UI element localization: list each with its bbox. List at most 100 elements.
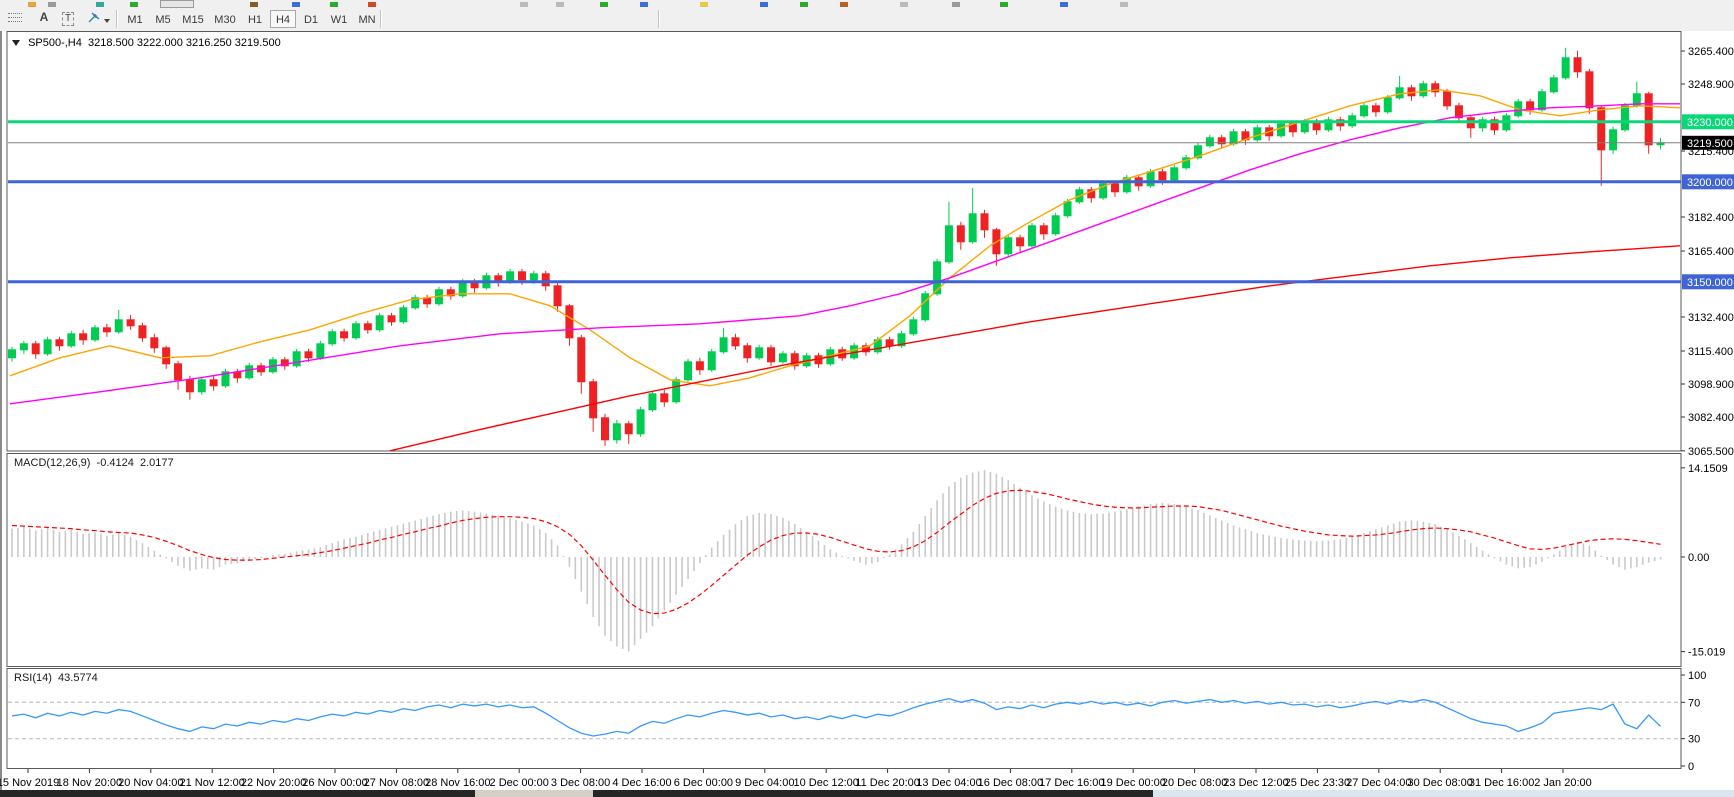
candle-body-down (1443, 91, 1452, 107)
candle-body-up (1194, 145, 1202, 159)
candle-body-down (280, 359, 289, 367)
ma-fast-orange-line (9, 89, 1681, 387)
toolbar-icon-fragment (900, 2, 908, 7)
candle-body-down (1644, 93, 1653, 146)
candle-body-up (351, 323, 360, 339)
price-axis-label: 3265.400 (1688, 46, 1734, 58)
collapse-caret-icon[interactable] (12, 40, 20, 46)
candle-body-down (1454, 105, 1463, 119)
tf-button-m1[interactable]: M1 (127, 14, 143, 26)
draw-objects-icon[interactable] (84, 10, 112, 28)
candle-body-up (1277, 123, 1286, 137)
tf-button-d1[interactable]: D1 (303, 14, 319, 26)
macd-name: MACD(12,26,9) (14, 457, 91, 469)
date-axis-label: 2 Dec 00:00 (490, 777, 549, 789)
candle-body-down (55, 339, 64, 347)
candle-body-down (790, 353, 799, 367)
level-price-box (1682, 274, 1734, 290)
candle-body-down (589, 381, 598, 419)
candle-body-down (517, 271, 526, 281)
candle-body-down (1158, 171, 1167, 181)
tf-button-m15[interactable]: M15 (182, 14, 204, 26)
macd-panel-border (6, 453, 1682, 667)
candle-body-up (411, 297, 420, 309)
candle-body-up (1229, 131, 1238, 145)
candle-body-down (541, 273, 550, 287)
candle-body-up (944, 225, 953, 263)
candle-body-up (1478, 119, 1487, 129)
pressed-button-fragment (160, 0, 194, 8)
tf-button-m5[interactable]: M5 (155, 14, 171, 26)
candle-body-down (31, 343, 40, 355)
candle-body-down (743, 345, 752, 359)
candle-body-up (114, 319, 123, 333)
candle-body-up (897, 333, 906, 347)
tf-button-m30[interactable]: M30 (214, 14, 236, 26)
ohlc-values: 3218.500 3222.000 3216.250 3219.500 (88, 37, 281, 49)
rsi-value: 43.5774 (58, 672, 98, 684)
bottom-strip-segment (593, 790, 1153, 797)
text-label-icon[interactable]: A (39, 10, 49, 24)
candle-body-down (660, 393, 669, 403)
candle-body-up (1620, 105, 1629, 131)
bottom-strip-segment (0, 790, 475, 797)
toolbar-icon-fragment (292, 2, 300, 7)
macd-axis-label: -15.019 (1688, 647, 1725, 659)
date-axis-label: 11 Dec 20:00 (855, 777, 920, 789)
candle-body-up (1146, 171, 1155, 187)
toolbar-icon-fragment (368, 2, 376, 7)
toolbar-icon-fragment (1000, 2, 1008, 7)
price-axis-label: 3165.400 (1688, 246, 1734, 258)
macd-value-signal: 2.0177 (139, 457, 174, 469)
toolbar-icon-fragment (48, 2, 56, 7)
candle-body-up (1549, 77, 1558, 93)
tf-button-w1[interactable]: W1 (330, 14, 348, 26)
date-axis-label: 18 Nov 20:00 (57, 777, 122, 789)
tf-button-h4[interactable]: H4 (270, 10, 296, 28)
candle-body-up (1051, 215, 1060, 235)
candle-body-up (43, 339, 52, 355)
rsi-name: RSI(14) (14, 672, 52, 684)
toolbar-icon-fragment (1120, 2, 1128, 7)
candle-body-down (363, 323, 372, 331)
date-axis-label: 21 Nov 12:00 (179, 777, 244, 789)
tf-button-h1[interactable]: H1 (247, 14, 263, 26)
toolbar-icon-fragment (800, 2, 808, 7)
candle-body-up (636, 409, 645, 435)
candle-body-down (695, 361, 704, 371)
toolbar-separator (116, 10, 118, 28)
candle-body-down (767, 347, 776, 363)
date-axis-label: 13 Dec 04:00 (916, 777, 981, 789)
window-left-edge (0, 31, 2, 790)
candle-body-down (565, 305, 574, 339)
candle-body-up (328, 331, 337, 345)
candle-body-up (933, 261, 942, 295)
candle-body-up (1122, 177, 1131, 193)
candle-body-up (8, 349, 16, 359)
tf-button-mn[interactable]: MN (358, 14, 376, 26)
rsi-axis-label: 70 (1688, 697, 1700, 709)
candle-body-up (1324, 119, 1333, 131)
candle-body-up (67, 333, 76, 347)
toolbar-icon-fragment (330, 2, 338, 7)
chart-canvas[interactable]: 3230.000 3200.000 3150.000 3265.400 3248.900… (0, 31, 1734, 790)
macd-indicator-label: MACD(12,26,9) -0.4124 2.0177 (14, 457, 174, 469)
candle-body-up (1182, 157, 1191, 169)
candle-body-up (648, 393, 657, 411)
price-axis-label: 3098.900 (1688, 379, 1734, 391)
text-box-icon[interactable]: T (58, 10, 78, 28)
chart-title-row: SP500-,H4 3218.500 3222.000 3216.250 321… (12, 37, 281, 49)
candle-body-up (1537, 91, 1546, 111)
candle-body-down (624, 423, 633, 435)
date-axis-label: 27 Nov 08:00 (364, 777, 429, 789)
cursor-crosshair-icon[interactable] (8, 10, 26, 28)
bid-price-box (1682, 135, 1734, 150)
symbol-period-label: SP500-,H4 (28, 37, 82, 49)
price-axis-label: 3065.500 (1688, 446, 1734, 458)
rsi-line (11, 697, 1661, 737)
draw-objects-glyph (88, 12, 99, 23)
candle-body-down (956, 225, 965, 243)
chart-plot[interactable]: 3230.000 3200.000 3150.000 3265.400 3248.900… (0, 31, 1734, 790)
candle-body-down (79, 333, 88, 341)
